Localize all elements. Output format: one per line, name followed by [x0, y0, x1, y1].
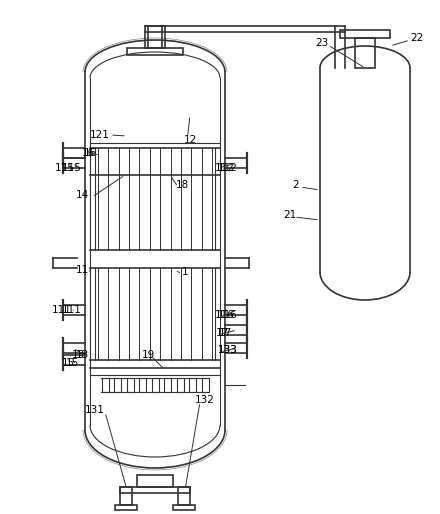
Text: 17: 17: [218, 328, 231, 338]
Text: 15: 15: [66, 358, 79, 368]
Bar: [340, 30, 390, 38]
Text: 13: 13: [75, 350, 88, 360]
Bar: [151, 378, 158, 392]
Bar: [127, 378, 133, 392]
Text: 116: 116: [215, 310, 235, 320]
Text: 121: 121: [90, 130, 110, 140]
Text: 14: 14: [75, 190, 88, 200]
Bar: [114, 378, 121, 392]
Text: 112: 112: [218, 163, 238, 173]
Text: 111: 111: [62, 305, 82, 315]
Bar: [120, 487, 132, 505]
Text: 16: 16: [81, 148, 95, 158]
Bar: [127, 48, 183, 55]
Text: 1: 1: [182, 267, 188, 277]
Bar: [120, 487, 190, 493]
Text: 13: 13: [71, 350, 84, 360]
Text: 23: 23: [315, 38, 329, 48]
Text: 18: 18: [176, 180, 189, 190]
Text: 112: 112: [215, 163, 235, 173]
Text: 111: 111: [52, 305, 72, 315]
Text: 21: 21: [283, 210, 297, 220]
Bar: [145, 26, 165, 48]
Text: 19: 19: [141, 350, 154, 360]
Bar: [173, 505, 195, 510]
Bar: [139, 378, 146, 392]
Bar: [189, 378, 196, 392]
Bar: [178, 487, 190, 505]
Text: 115: 115: [62, 163, 82, 173]
Text: 116: 116: [218, 310, 238, 320]
Text: 16: 16: [83, 148, 97, 158]
Text: 17: 17: [215, 328, 229, 338]
Text: 133: 133: [218, 345, 238, 355]
Bar: [137, 475, 173, 487]
Text: 12: 12: [183, 135, 197, 145]
Bar: [355, 38, 375, 68]
Bar: [115, 505, 137, 510]
Text: 133: 133: [218, 345, 238, 355]
Text: 22: 22: [411, 33, 424, 43]
Bar: [202, 378, 209, 392]
Text: 131: 131: [85, 405, 105, 415]
Text: 2: 2: [293, 180, 299, 190]
Text: 11: 11: [75, 265, 88, 275]
Text: 115: 115: [55, 163, 75, 173]
Bar: [102, 378, 109, 392]
Text: 15: 15: [61, 358, 75, 368]
Bar: [164, 378, 171, 392]
Text: 132: 132: [195, 395, 215, 405]
Bar: [176, 378, 183, 392]
